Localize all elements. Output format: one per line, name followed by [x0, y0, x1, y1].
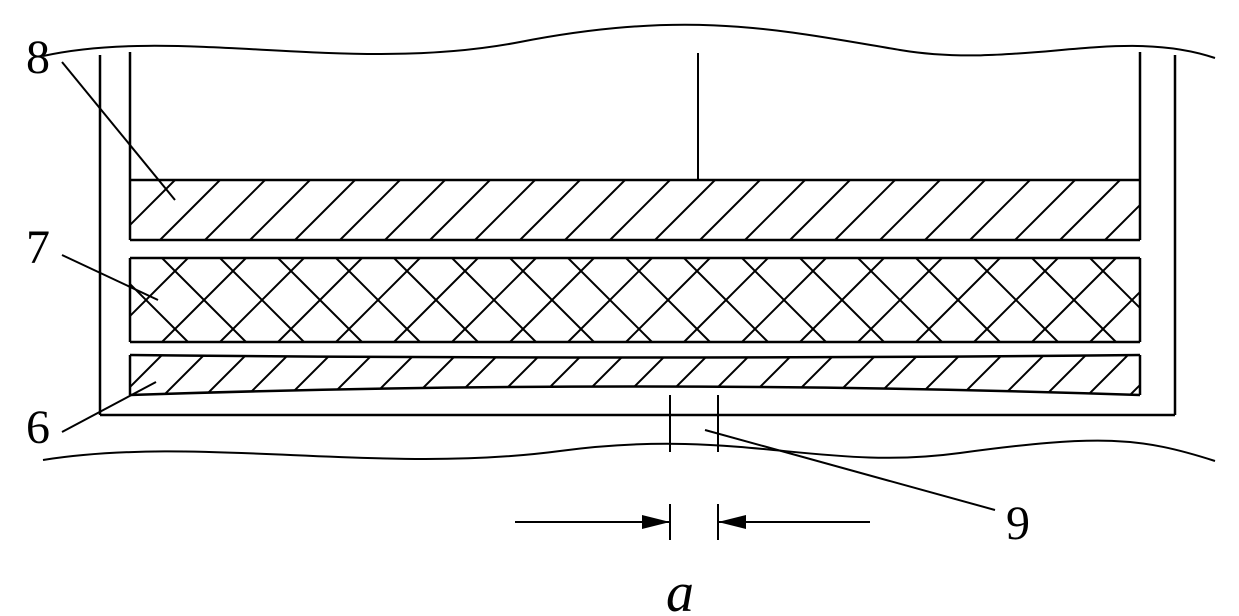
leader-l7 [62, 255, 158, 300]
break-line-bottom [43, 441, 1215, 461]
label-7: 7 [26, 221, 50, 274]
label-8: 8 [26, 31, 50, 84]
layer-6 [70, 345, 1222, 405]
leader-l8 [62, 62, 175, 200]
dimension-label-a: a [666, 562, 694, 616]
break-line-top [43, 25, 1215, 58]
dimension-a [515, 504, 870, 540]
label-6: 6 [26, 401, 50, 454]
layer-7 [46, 258, 1239, 342]
label-9: 9 [1006, 497, 1030, 550]
leader-l9 [705, 430, 995, 510]
leader-l6 [62, 382, 156, 432]
layer-8 [70, 180, 1239, 240]
